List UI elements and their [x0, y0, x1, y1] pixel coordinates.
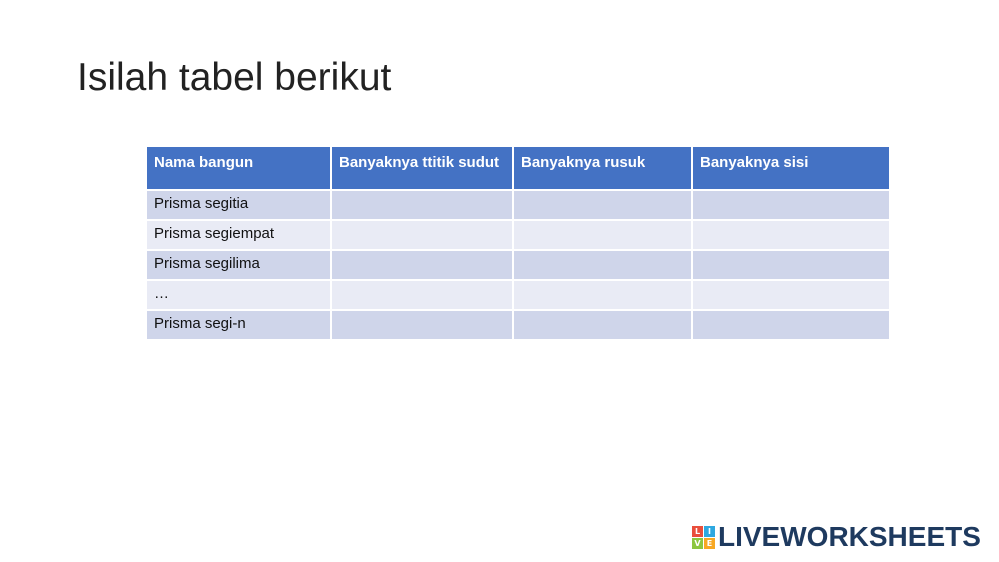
- table-row: Prisma segilima: [145, 249, 891, 281]
- header-cell: Banyaknya sisi: [691, 145, 891, 191]
- logo-letter: E: [704, 537, 715, 549]
- slide-title: Isilah tabel berikut: [77, 56, 392, 99]
- table-row: Prisma segiempat: [145, 219, 891, 251]
- header-cell: Nama bangun: [145, 145, 332, 191]
- logo-letter: L: [692, 525, 703, 537]
- empty-cell: [691, 189, 891, 221]
- logo-letter: I: [704, 525, 715, 537]
- empty-cell: [691, 279, 891, 311]
- row-label: Prisma segilima: [145, 249, 332, 281]
- row-label: Prisma segi-n: [145, 309, 332, 341]
- logo-text: LIVEWORKSHEETS: [718, 521, 981, 552]
- logo-letter: V: [692, 537, 703, 549]
- table-row: …: [145, 279, 891, 311]
- empty-cell: [330, 309, 514, 341]
- empty-cell: [691, 249, 891, 281]
- empty-cell: [330, 249, 514, 281]
- empty-cell: [691, 219, 891, 251]
- empty-cell: [330, 279, 514, 311]
- empty-cell: [512, 309, 693, 341]
- table: Nama bangun Banyaknya ttitik sudut Banyakn…: [145, 145, 891, 341]
- empty-cell: [330, 219, 514, 251]
- table-row: Prisma segitia: [145, 189, 891, 221]
- empty-cell: [512, 279, 693, 311]
- row-label: …: [145, 279, 332, 311]
- empty-cell: [512, 219, 693, 251]
- row-label: Prisma segitia: [145, 189, 332, 221]
- empty-cell: [691, 309, 891, 341]
- header-cell: Banyaknya ttitik sudut: [330, 145, 514, 191]
- table-row: Prisma segi-n: [145, 309, 891, 341]
- empty-cell: [330, 189, 514, 221]
- empty-cell: [512, 189, 693, 221]
- row-label: Prisma segiempat: [145, 219, 332, 251]
- header-row: Nama bangun Banyaknya ttitik sudut Banyakn…: [145, 145, 891, 191]
- header-cell: Banyaknya rusuk: [512, 145, 693, 191]
- empty-cell: [512, 249, 693, 281]
